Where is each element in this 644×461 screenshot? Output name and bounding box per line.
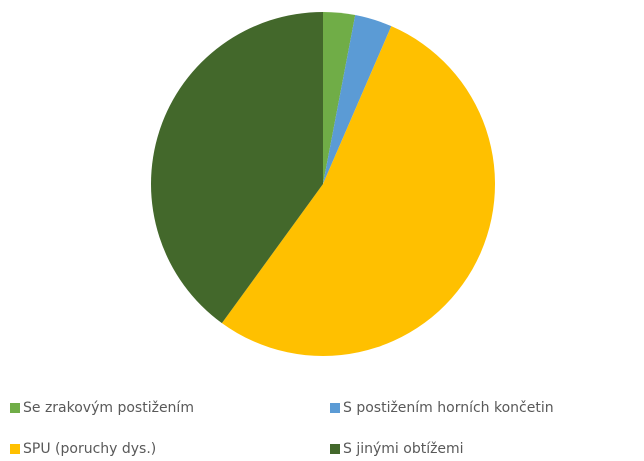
legend-swatch [10, 403, 20, 413]
legend-swatch [10, 444, 20, 454]
legend-label: S jinými obtížemi [343, 441, 464, 457]
pie-slice [323, 15, 392, 184]
legend-label: S postižením horních končetin [343, 400, 554, 416]
pie-slice [151, 12, 323, 324]
legend-label: SPU (poruchy dys.) [23, 441, 156, 457]
legend-swatch [330, 444, 340, 454]
legend-label: Se zrakovým postižením [23, 400, 194, 416]
pie-slice [221, 26, 496, 357]
legend-swatch [330, 403, 340, 413]
pie-slice [323, 12, 356, 184]
